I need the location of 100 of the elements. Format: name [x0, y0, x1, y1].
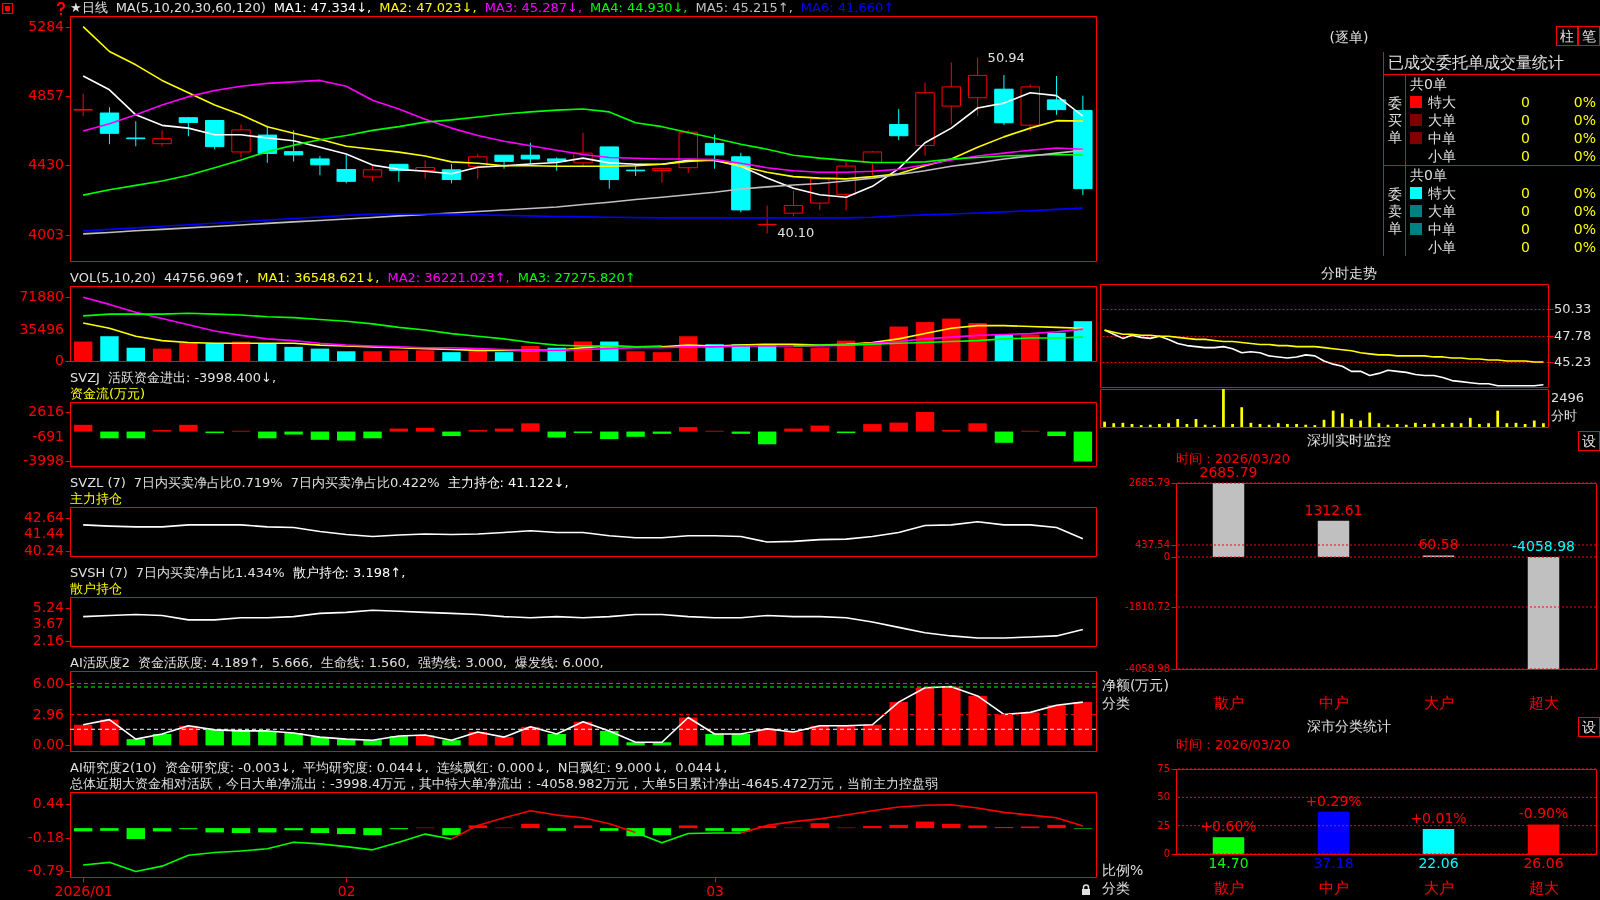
line-series — [82, 520, 1084, 543]
annotation: +0.29% — [1305, 792, 1362, 809]
text: 已成交委托单成交量统计 — [1388, 53, 1564, 72]
bar — [1073, 431, 1093, 462]
bar — [1276, 423, 1280, 427]
data-label: 1312.61 — [1304, 501, 1363, 518]
bar — [1340, 413, 1344, 427]
bar — [626, 431, 645, 437]
text: 0.044↓, — [675, 760, 728, 776]
text: 7日内买卖净占比0.719% — [133, 475, 283, 491]
bar — [1542, 423, 1545, 427]
x-tick-label: 大户 — [1423, 878, 1454, 897]
bar — [1468, 417, 1472, 427]
y-tick-label: 2616 — [28, 402, 65, 419]
bar — [1523, 423, 1527, 427]
y-tick-label: 75 — [1157, 763, 1170, 774]
data-label: -4058.98 — [1512, 538, 1575, 555]
bar — [652, 828, 672, 836]
bar — [1304, 424, 1308, 427]
chart-title: SVZL (7) — [70, 475, 126, 491]
text: 强势线: 3.000, — [418, 655, 507, 671]
bar — [73, 828, 93, 832]
bar — [126, 828, 145, 839]
bar — [179, 424, 198, 432]
text: 连续飘红: 0.000↓, — [436, 760, 550, 776]
data-label: 22.06 — [1418, 855, 1459, 871]
x-tick-label: 2026/01 — [54, 882, 113, 899]
chart-subtitle: MA(5,10,20,30,60,120) — [115, 0, 266, 16]
text: 0% — [1573, 112, 1596, 128]
annotation: -0.90% — [1518, 805, 1569, 822]
bar — [994, 431, 1014, 443]
bar — [1231, 423, 1234, 427]
bar — [1423, 423, 1426, 427]
bar — [494, 428, 514, 432]
bar — [284, 732, 303, 746]
x-tick-label: 中户 — [1318, 693, 1349, 712]
bar — [547, 828, 566, 831]
text: MA5: 45.215↑, — [695, 0, 793, 16]
y-tick-label: 4857 — [28, 86, 64, 103]
bar — [1414, 422, 1417, 427]
y-tick-label: -4058.98 — [1125, 663, 1170, 674]
line-series — [82, 609, 1084, 639]
y-tick-label: 2.96 — [32, 705, 65, 722]
bar — [942, 823, 961, 829]
text: MA3: 45.287↓, — [484, 0, 583, 16]
bar — [494, 737, 514, 746]
chart-title: AI研究度2(10) — [70, 760, 157, 776]
y-tick-label: -3998 — [23, 452, 64, 469]
x-tick-label: 02 — [337, 882, 356, 899]
bar — [100, 828, 119, 831]
bar — [363, 828, 382, 836]
data-label: 26.06 — [1523, 855, 1564, 871]
y-tick-label: 50 — [1157, 791, 1170, 803]
bar — [573, 825, 593, 829]
chart-title: AI活跃度2 — [70, 655, 130, 671]
text: 生命线: 1.560, — [321, 655, 410, 671]
x-tick-label: 中户 — [1318, 878, 1349, 897]
bar — [784, 731, 803, 746]
y-tick-label: 5.24 — [32, 598, 65, 615]
text: 0% — [1573, 94, 1596, 110]
y-tick-label: 0 — [1163, 848, 1170, 859]
bar — [1496, 410, 1500, 427]
y-tick-label: 41.44 — [23, 525, 65, 542]
bar — [731, 734, 751, 746]
y-tick-label: -0.79 — [27, 862, 64, 879]
data-label: 2685.79 — [1199, 464, 1258, 480]
chart-title: 深圳实时监控 — [1307, 432, 1391, 448]
text: 7日内买卖净占比0.422% — [290, 475, 440, 491]
bar — [442, 740, 461, 746]
chart-title: 深市分类统计 — [1307, 718, 1391, 734]
bar — [73, 724, 93, 746]
data-label: 60.58 — [1418, 536, 1459, 553]
y-tick-label: 35496 — [19, 320, 65, 337]
x-axis-title: 分类 — [1102, 695, 1130, 711]
y-axis-title: 散户持仓 — [70, 581, 122, 597]
bar — [1377, 423, 1381, 427]
text: 笔 — [1578, 26, 1600, 46]
text: 0% — [1573, 221, 1596, 237]
bar — [1222, 389, 1225, 427]
bar — [1532, 420, 1536, 427]
text: 5.666, — [271, 655, 314, 671]
bar — [1148, 424, 1152, 427]
y-tick-label: 4430 — [28, 156, 64, 173]
text: MA2: 47.023↓, — [379, 0, 477, 16]
text: N日飘红: 9.000↓, — [557, 760, 668, 776]
bar — [968, 825, 987, 829]
bar — [205, 828, 224, 833]
chart-title: SVZJ — [70, 370, 100, 386]
y-axis-title: 比例% — [1102, 862, 1144, 878]
bar — [600, 730, 619, 746]
bar — [363, 431, 382, 439]
y-tick-label: 47.78 — [1554, 327, 1592, 343]
y-tick-label: 71880 — [19, 288, 64, 305]
y-tick-label: 45.23 — [1554, 353, 1592, 369]
bar — [1121, 422, 1125, 427]
bar — [521, 423, 540, 432]
y-tick-label: 0 — [1163, 551, 1170, 563]
x-tick-label: 散户 — [1213, 878, 1244, 897]
bar — [1212, 837, 1245, 854]
x-tick-label: 大户 — [1423, 693, 1454, 712]
